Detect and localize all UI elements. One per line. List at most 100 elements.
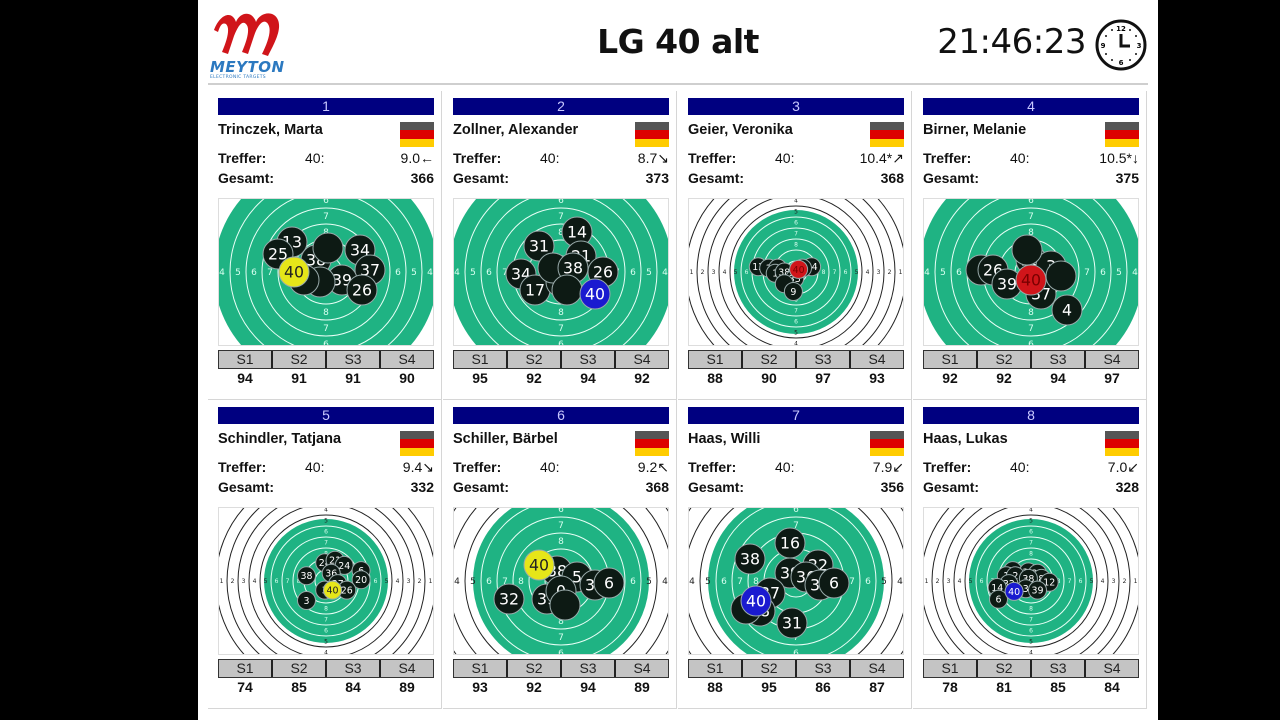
svg-text:7: 7 — [324, 617, 328, 624]
series-scores: 93 92 94 89 — [453, 678, 669, 696]
series-tab-s4[interactable]: S4 — [868, 660, 886, 676]
series-tab-s1[interactable]: S1 — [219, 660, 273, 677]
svg-text:5: 5 — [470, 577, 476, 587]
svg-text:20: 20 — [355, 575, 367, 586]
target-view[interactable]: 1111222233334444555566667777888821343212… — [923, 507, 1139, 655]
svg-text:8: 8 — [1028, 228, 1034, 238]
series-score-s3: 94 — [1050, 370, 1066, 386]
series-tab-s2[interactable]: S2 — [273, 351, 327, 368]
last-shot-marker: 40 — [1004, 581, 1024, 601]
series-tab-s2[interactable]: S2 — [273, 660, 327, 677]
series-tab-s1[interactable]: S1 — [454, 351, 508, 368]
lane-number: 1 — [218, 98, 434, 115]
hits-label: Treffer: — [688, 150, 737, 166]
series-tab-s3[interactable]: S3 — [562, 351, 616, 368]
series-tab-s4[interactable]: S4 — [1103, 351, 1121, 367]
germany-flag-icon — [870, 431, 904, 456]
svg-text:6: 6 — [374, 578, 378, 585]
total-label: Gesamt: — [923, 170, 980, 186]
lane-card-5[interactable]: 5 Schindler, Tatjana Treffer: 40: 9.4↘ G… — [208, 400, 442, 709]
lane-card-3[interactable]: 3 Geier, Veronika Treffer: 40: 10.4*↗ Ge… — [678, 91, 912, 400]
lane-card-8[interactable]: 8 Haas, Lukas Treffer: 40: 7.0↙ Gesamt: … — [913, 400, 1147, 709]
series-tab-s2[interactable]: S2 — [978, 351, 1032, 368]
series-tab-s3[interactable]: S3 — [562, 660, 616, 677]
series-tab-s1[interactable]: S1 — [924, 660, 978, 677]
svg-text:40: 40 — [793, 265, 805, 276]
series-tab-s3[interactable]: S3 — [797, 660, 851, 677]
series-tab-s2[interactable]: S2 — [978, 660, 1032, 677]
target-view[interactable]: 444455556666777788881325343837392640 — [218, 198, 434, 346]
target-view[interactable]: 2222333344445555666677778888163822393635… — [688, 507, 904, 655]
svg-text:5: 5 — [881, 577, 887, 587]
svg-text:5: 5 — [385, 578, 389, 585]
series-tab-s1[interactable]: S1 — [219, 351, 273, 368]
series-tab-s2[interactable]: S2 — [743, 660, 797, 677]
series-tab-s3[interactable]: S3 — [1032, 660, 1086, 677]
page-title: LG 40 alt — [597, 22, 759, 61]
series-tab-s2[interactable]: S2 — [743, 351, 797, 368]
shot-marker: 3 — [297, 591, 316, 610]
svg-text:40: 40 — [1008, 587, 1020, 598]
svg-text:8: 8 — [753, 577, 759, 587]
svg-text:4: 4 — [253, 578, 257, 585]
svg-text:16: 16 — [780, 534, 800, 553]
series-tab-s3[interactable]: S3 — [1032, 351, 1086, 368]
svg-text:7: 7 — [286, 578, 290, 585]
series-score-s1: 94 — [237, 370, 253, 386]
series-tab-s4[interactable]: S4 — [868, 351, 886, 367]
svg-text:6: 6 — [829, 574, 839, 593]
hits-label: Treffer: — [453, 459, 502, 475]
lane-card-1[interactable]: 1 Trinczek, Marta Treffer: 40: 9.0← Gesa… — [208, 91, 442, 400]
shooter-name: Birner, Melanie — [923, 122, 1027, 138]
series-tab-s3[interactable]: S3 — [327, 660, 381, 677]
series-tab-s4[interactable]: S4 — [398, 660, 416, 676]
target-view[interactable]: 2222333344445555666677778888385336323904… — [453, 507, 669, 655]
svg-text:6: 6 — [995, 595, 1001, 606]
target-view[interactable]: 1111222233334444555566667777888812334138… — [688, 198, 904, 346]
shot-marker: 38 — [734, 543, 766, 575]
total-score: 373 — [645, 170, 669, 186]
svg-text:39: 39 — [1031, 586, 1043, 597]
series-tab-s2[interactable]: S2 — [508, 660, 562, 677]
svg-text:40: 40 — [326, 586, 338, 597]
shot-marker: 31 — [523, 230, 555, 262]
series-tab-s4[interactable]: S4 — [1103, 660, 1121, 676]
logo-brand: MEYTON — [210, 58, 285, 76]
svg-text:6: 6 — [1028, 199, 1034, 206]
svg-text:1: 1 — [690, 269, 694, 276]
series-score-s4: 84 — [1104, 679, 1120, 695]
lane-card-2[interactable]: 2 Zollner, Alexander Treffer: 40: 8.7↘ G… — [443, 91, 677, 400]
series-tab-s1[interactable]: S1 — [689, 351, 743, 368]
target-view[interactable]: 1111222233334444555566667777888828212438… — [218, 507, 434, 655]
hits-label: Treffer: — [923, 459, 972, 475]
series-tab-s4[interactable]: S4 — [633, 351, 651, 367]
shot-marker: 32 — [493, 583, 525, 615]
svg-text:8: 8 — [794, 242, 798, 249]
svg-text:6: 6 — [956, 268, 962, 278]
svg-text:8: 8 — [1029, 606, 1033, 613]
target-view[interactable]: 44445555666677778888262833937440 — [923, 198, 1139, 346]
series-tab-s3[interactable]: S3 — [327, 351, 381, 368]
lane-card-4[interactable]: 4 Birner, Melanie Treffer: 40: 10.5*↓ Ge… — [913, 91, 1147, 400]
lane-card-7[interactable]: 7 Haas, Willi Treffer: 40: 7.9↙ Gesamt: … — [678, 400, 912, 709]
series-tab-s1[interactable]: S1 — [454, 660, 508, 677]
svg-text:5: 5 — [411, 268, 417, 278]
shot-marker: 38 — [297, 566, 316, 586]
svg-text:6: 6 — [793, 508, 799, 515]
series-tab-s3[interactable]: S3 — [797, 351, 851, 368]
series-tab-s1[interactable]: S1 — [689, 660, 743, 677]
lane-card-6[interactable]: 6 Schiller, Bärbel Treffer: 40: 9.2↖ Ges… — [443, 400, 677, 709]
svg-text:38: 38 — [778, 267, 790, 278]
series-score-s4: 93 — [869, 370, 885, 386]
svg-text:3: 3 — [303, 596, 309, 607]
svg-text:33: 33 — [789, 274, 801, 285]
svg-text:4: 4 — [897, 577, 903, 587]
shot-marker — [549, 589, 581, 621]
target-view[interactable]: 444455556666777788881431213426173840 — [453, 198, 669, 346]
series-tab-s2[interactable]: S2 — [508, 351, 562, 368]
series-tab-s4[interactable]: S4 — [398, 351, 416, 367]
series-tab-s4[interactable]: S4 — [633, 660, 651, 676]
last-shot-value: 8.7↘ — [637, 150, 669, 166]
series-score-s4: 89 — [399, 679, 415, 695]
series-tab-s1[interactable]: S1 — [924, 351, 978, 368]
